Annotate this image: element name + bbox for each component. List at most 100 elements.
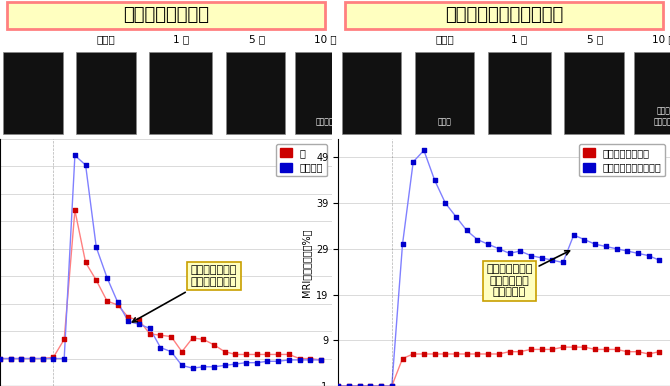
Point	[305, 357, 316, 363]
Point	[590, 241, 600, 247]
Point	[219, 362, 230, 369]
Point	[27, 356, 38, 362]
Text: 10 分: 10 分	[314, 34, 336, 44]
Point	[440, 351, 451, 357]
Point	[557, 344, 568, 350]
Point	[568, 344, 579, 350]
Point	[134, 317, 145, 323]
Point	[579, 344, 590, 350]
Bar	[149, 52, 212, 134]
Point	[632, 349, 643, 355]
Point	[166, 349, 177, 355]
Point	[354, 383, 365, 386]
Text: 投与前: 投与前	[435, 34, 454, 44]
Point	[251, 360, 262, 366]
Point	[316, 357, 326, 363]
Text: 1 分: 1 分	[173, 34, 189, 44]
Point	[504, 349, 515, 355]
Point	[333, 383, 344, 386]
Bar	[634, 52, 670, 134]
Text: 健康なマウスの脳: 健康なマウスの脳	[123, 7, 209, 24]
Point	[643, 351, 654, 357]
Point	[273, 358, 283, 364]
Point	[525, 346, 536, 352]
Point	[397, 241, 408, 247]
Point	[208, 364, 219, 370]
Point	[5, 356, 16, 362]
Point	[145, 331, 155, 337]
Point	[155, 344, 166, 350]
Point	[294, 356, 305, 362]
Point	[187, 365, 198, 371]
Point	[440, 200, 451, 206]
Point	[643, 252, 654, 259]
Point	[632, 250, 643, 256]
Point	[600, 346, 611, 352]
Point	[515, 349, 525, 355]
Bar	[226, 52, 285, 134]
Point	[273, 351, 283, 357]
Point	[80, 259, 91, 266]
Point	[333, 383, 344, 386]
Point	[408, 159, 419, 165]
Point	[166, 334, 177, 340]
Point	[504, 250, 515, 256]
Point	[600, 244, 611, 250]
Point	[408, 351, 419, 357]
Point	[344, 383, 354, 386]
Point	[176, 349, 187, 355]
Point	[80, 162, 91, 168]
Point	[145, 325, 155, 332]
Point	[305, 356, 316, 362]
Point	[176, 362, 187, 369]
Point	[365, 383, 376, 386]
Text: 投与前: 投与前	[96, 34, 115, 44]
Point	[113, 299, 123, 305]
Point	[16, 356, 27, 362]
Text: 10 分: 10 分	[652, 34, 670, 44]
Point	[419, 147, 429, 154]
Point	[283, 357, 294, 363]
Point	[38, 356, 48, 362]
Point	[472, 351, 483, 357]
Point	[91, 277, 102, 283]
Point	[230, 361, 241, 367]
Point	[123, 318, 134, 325]
Point	[16, 356, 27, 362]
Point	[557, 259, 568, 266]
Point	[219, 349, 230, 355]
Point	[27, 356, 38, 362]
Bar	[3, 52, 63, 134]
Point	[376, 383, 387, 386]
Point	[547, 257, 557, 263]
Point	[155, 332, 166, 338]
Point	[59, 356, 70, 362]
Point	[102, 274, 113, 281]
Point	[429, 351, 440, 357]
FancyBboxPatch shape	[7, 2, 325, 29]
Point	[187, 335, 198, 341]
Point	[451, 351, 462, 357]
Bar	[415, 52, 474, 134]
Point	[134, 321, 145, 327]
Point	[387, 383, 397, 386]
Point	[654, 257, 665, 263]
Point	[5, 356, 16, 362]
Point	[622, 248, 632, 254]
Point	[483, 241, 494, 247]
Legend: 脳（含・脳腫瘍）, 筋組織等（転移無し）: 脳（含・脳腫瘍）, 筋組織等（転移無し）	[579, 144, 665, 176]
Point	[208, 342, 219, 348]
Text: 健康なマウス：
すぐに信号低下: 健康なマウス： すぐに信号低下	[133, 266, 237, 322]
Point	[536, 346, 547, 352]
Point	[91, 244, 102, 251]
Point	[590, 346, 600, 352]
Point	[579, 237, 590, 243]
Point	[493, 245, 504, 252]
Text: 5 分: 5 分	[588, 34, 604, 44]
Point	[462, 351, 472, 357]
Point	[354, 383, 365, 386]
Point	[515, 248, 525, 254]
FancyBboxPatch shape	[345, 2, 663, 29]
Bar	[76, 52, 136, 134]
Point	[123, 314, 134, 320]
